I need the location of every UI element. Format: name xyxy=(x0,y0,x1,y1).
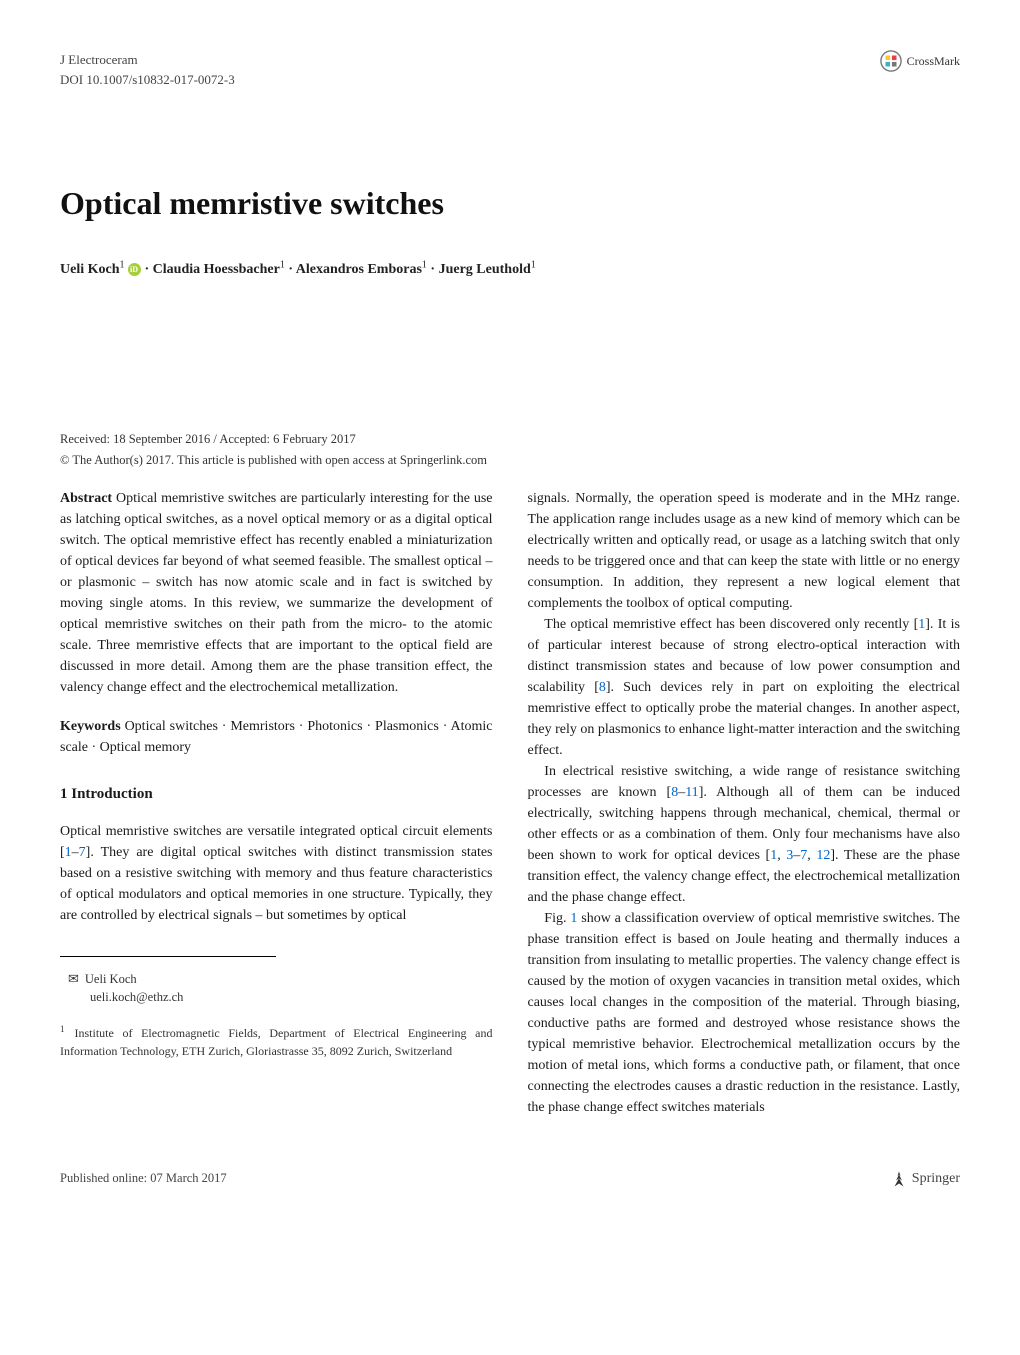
springer-icon xyxy=(890,1170,908,1188)
publisher-name: Springer xyxy=(912,1168,960,1189)
affiliation-block: 1Institute of Electromagnetic Fields, De… xyxy=(60,1023,493,1060)
journal-info: J Electroceram DOI 10.1007/s10832-017-00… xyxy=(60,50,235,89)
p4-post: show a classification overview of optica… xyxy=(528,911,961,1115)
keywords-text: Optical switches · Memristors · Photonic… xyxy=(60,719,493,755)
intro-text-post: ]. They are digital optical switches wit… xyxy=(60,845,493,923)
crossmark-badge[interactable]: CrossMark xyxy=(880,50,960,72)
orcid-icon[interactable] xyxy=(128,263,141,276)
article-title: Optical memristive switches xyxy=(60,179,960,227)
doi-text: DOI 10.1007/s10832-017-0072-3 xyxy=(60,70,235,90)
published-date: Published online: 07 March 2017 xyxy=(60,1169,227,1188)
col2-para1: signals. Normally, the operation speed i… xyxy=(528,488,961,614)
ref-link-1[interactable]: 1 xyxy=(65,845,72,860)
p3-comma: , xyxy=(777,848,786,863)
footnote-divider xyxy=(60,956,276,957)
col2-para2: The optical memristive effect has been d… xyxy=(528,614,961,761)
envelope-icon: ✉ xyxy=(68,971,79,986)
p3-comma2: , xyxy=(807,848,816,863)
affiliation-number: 1 xyxy=(60,1024,65,1034)
correspondence-block: ✉ Ueli Koch ueli.koch@ethz.ch xyxy=(68,969,493,1008)
ref-link-12[interactable]: 12 xyxy=(816,848,830,863)
journal-name: J Electroceram xyxy=(60,50,235,70)
p2-pre: The optical memristive effect has been d… xyxy=(544,617,918,632)
col2-para3: In electrical resistive switching, a wid… xyxy=(528,761,961,908)
keywords-paragraph: Keywords Optical switches · Memristors ·… xyxy=(60,716,493,758)
ref-link-7[interactable]: 7 xyxy=(79,845,86,860)
dash: – xyxy=(72,845,79,860)
abstract-label: Abstract xyxy=(60,491,112,506)
corr-name: Ueli Koch xyxy=(85,972,137,986)
authors-line: Ueli Koch1 · Claudia Hoessbacher1 · Alex… xyxy=(60,257,960,280)
two-column-layout: Abstract Optical memristive switches are… xyxy=(60,488,960,1118)
keywords-label: Keywords xyxy=(60,719,121,734)
abstract-text: Optical memristive switches are particul… xyxy=(60,491,493,695)
crossmark-icon xyxy=(880,50,902,72)
springer-logo: Springer xyxy=(890,1168,960,1189)
copyright-line: © The Author(s) 2017. This article is pu… xyxy=(60,451,960,470)
footer-row: Published online: 07 March 2017 Springer xyxy=(60,1168,960,1189)
dates-line: Received: 18 September 2016 / Accepted: … xyxy=(60,430,960,449)
crossmark-label: CrossMark xyxy=(907,52,960,70)
section-1-heading: 1 Introduction xyxy=(60,783,493,806)
col2-para4: Fig. 1 show a classification overview of… xyxy=(528,908,961,1118)
ref-link-11[interactable]: 11 xyxy=(685,785,698,800)
affiliation-text: Institute of Electromagnetic Fields, Dep… xyxy=(60,1026,493,1058)
left-column: Abstract Optical memristive switches are… xyxy=(60,488,493,1118)
right-column: signals. Normally, the operation speed i… xyxy=(528,488,961,1118)
header-row: J Electroceram DOI 10.1007/s10832-017-00… xyxy=(60,50,960,89)
author-text: Ueli Koch1 · Claudia Hoessbacher1 · Alex… xyxy=(60,262,536,277)
ref-link-8[interactable]: 8 xyxy=(599,680,606,695)
intro-para-1: Optical memristive switches are versatil… xyxy=(60,821,493,926)
abstract-paragraph: Abstract Optical memristive switches are… xyxy=(60,488,493,698)
p4-pre: Fig. xyxy=(544,911,570,926)
corr-email: ueli.koch@ethz.ch xyxy=(90,990,183,1004)
